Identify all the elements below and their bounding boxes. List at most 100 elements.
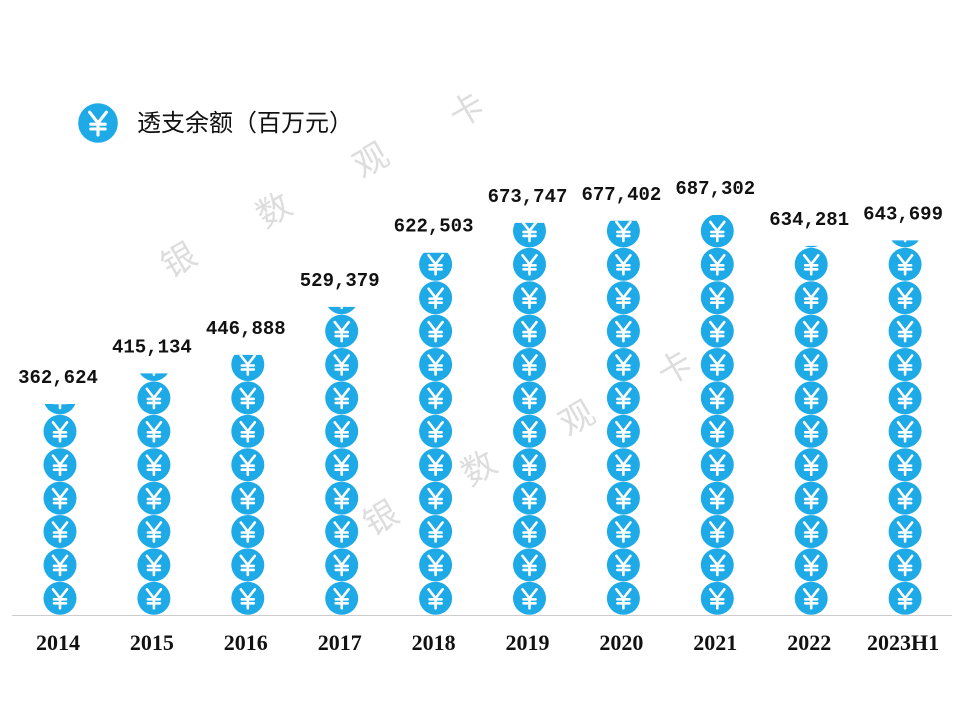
coin-icon (699, 413, 736, 450)
coin-icon (605, 547, 642, 583)
x-tick-label: 2018 (412, 630, 456, 655)
coin-icon (793, 313, 830, 349)
coin-icon (417, 279, 454, 316)
legend-label: 透支余额（百万元） (137, 109, 353, 137)
coin-icon (136, 413, 172, 450)
coin-icon (136, 480, 172, 516)
bar (417, 252, 454, 615)
coin-icon (42, 547, 78, 583)
value-label: 529,379 (300, 270, 380, 292)
bar (323, 306, 360, 615)
coin-icon (323, 413, 360, 450)
coin-icon (793, 446, 830, 483)
coin-icon (417, 580, 454, 615)
x-tick-label: 2023H1 (867, 630, 939, 655)
coin-icon (511, 580, 548, 615)
value-label: 687,302 (675, 178, 755, 200)
coin-icon (511, 480, 548, 516)
coin-icon (605, 346, 642, 383)
coin-icon (323, 480, 360, 516)
coin-icon (417, 480, 454, 516)
coin-icon (323, 547, 360, 583)
watermark-char: 观 (347, 135, 396, 187)
bar (699, 215, 736, 615)
coin-icon (887, 313, 923, 349)
coin-icon (793, 513, 830, 550)
coin-icon (323, 380, 360, 416)
watermark-char: 观 (553, 393, 602, 445)
coin-icon (887, 446, 923, 483)
value-label: 362,624 (18, 367, 98, 389)
bar (511, 222, 548, 615)
coin-icon (511, 547, 548, 583)
coin-icon (230, 446, 266, 483)
coin-icon (605, 279, 642, 316)
coin-icon (887, 380, 923, 416)
coin-icon (136, 446, 172, 483)
coin-icon (136, 513, 172, 550)
watermark-char: 卡 (651, 343, 700, 395)
coin-icon (417, 413, 454, 450)
bar (887, 240, 923, 616)
coin-icon (230, 547, 266, 583)
bar (605, 220, 642, 615)
coin-icon (887, 279, 923, 316)
watermark-char: 银 (155, 235, 204, 287)
coin-icon (323, 513, 360, 550)
coin-icon (699, 380, 736, 416)
coin-icon (511, 446, 548, 483)
watermark-char: 数 (250, 185, 299, 237)
coin-icon (136, 380, 172, 416)
coin-icon (511, 380, 548, 416)
coin-icon (417, 252, 454, 283)
coin-icon (793, 279, 830, 316)
coin-icon (417, 380, 454, 416)
coin-icon (793, 580, 830, 615)
coin-icon (511, 413, 548, 450)
coin-icon (699, 215, 736, 249)
coin-icon (605, 246, 642, 283)
x-tick-label: 2016 (224, 630, 268, 655)
coin-icon (605, 313, 642, 349)
coin-icon (323, 580, 360, 615)
coin-icon (699, 313, 736, 349)
coin-icon (511, 246, 548, 283)
coin-icon (417, 513, 454, 550)
coin-icon (699, 446, 736, 483)
coin-icon (417, 547, 454, 583)
x-tick-label: 2014 (36, 630, 80, 655)
coin-icon (605, 513, 642, 550)
coin-icon (136, 580, 172, 616)
coin-icon (417, 446, 454, 483)
coin-icon (699, 246, 736, 283)
value-label: 643,699 (863, 203, 943, 225)
coin-icon (887, 480, 923, 516)
coin-icon (887, 547, 923, 583)
coin-icon (323, 313, 360, 349)
coin-icon (887, 413, 923, 450)
coin-icon (42, 513, 78, 550)
coin-icon (511, 222, 548, 249)
value-label: 677,402 (581, 184, 661, 206)
coin-icon (793, 380, 830, 416)
coin-icon (699, 279, 736, 316)
x-tick-label: 2021 (693, 630, 737, 655)
coin-icon (136, 547, 172, 583)
coin-icon (699, 480, 736, 516)
coin-icon (887, 346, 923, 383)
coin-icon (605, 380, 642, 416)
coin-icon (887, 580, 923, 616)
coin-icon (511, 346, 548, 383)
coin-icon (793, 346, 830, 383)
watermark-char: 卡 (443, 85, 492, 137)
coin-icon (793, 480, 830, 516)
coin-icon (793, 246, 830, 283)
x-tick-label: 2022 (787, 630, 831, 655)
value-label: 622,503 (394, 216, 474, 238)
bar (793, 245, 830, 615)
x-tick-label: 2017 (318, 630, 362, 655)
coin-icon (230, 354, 266, 383)
coin-icon (699, 547, 736, 583)
coin-icon (605, 220, 642, 249)
